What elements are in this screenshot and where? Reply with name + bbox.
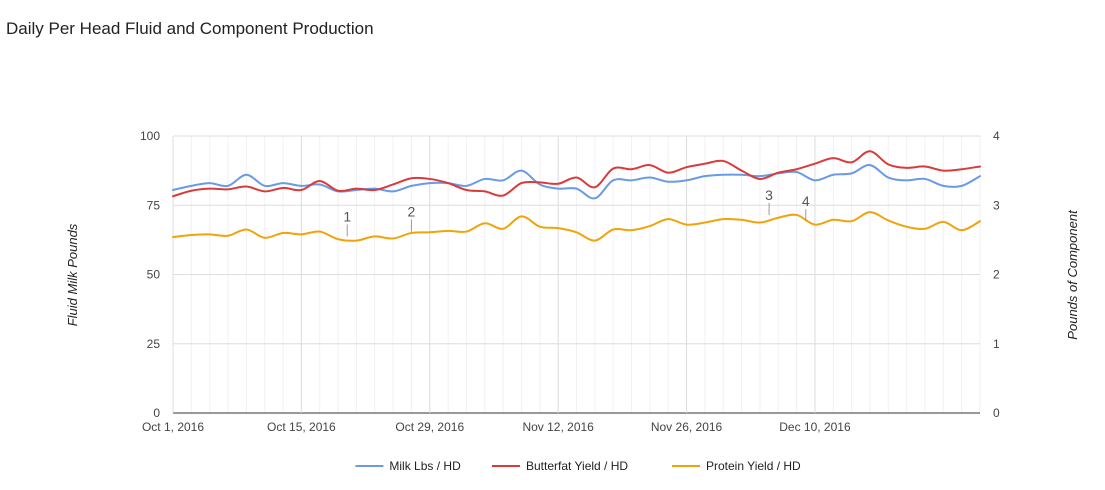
x-tick-label: Oct 15, 2016: [267, 420, 336, 434]
annotation-label: 1: [343, 208, 351, 224]
right-axis-title: Pounds of Component: [1065, 209, 1080, 340]
right-tick-label: 0: [993, 406, 1000, 420]
annotations: 1 2 3 4: [343, 187, 810, 237]
x-tick-label: Oct 1, 2016: [142, 420, 204, 434]
chart-title: Daily Per Head Fluid and Component Produ…: [6, 19, 374, 38]
legend-label: Butterfat Yield / HD: [526, 459, 628, 473]
annotation-label: 3: [765, 187, 773, 203]
left-tick-label: 50: [147, 268, 161, 282]
right-axis-ticks: 0 1 2 3 4: [993, 129, 1000, 420]
legend-item-butterfat-yield-hd[interactable]: Butterfat Yield / HD: [492, 459, 628, 473]
left-axis-title: Fluid Milk Pounds: [65, 223, 80, 326]
legend-item-milk-lbs-hd[interactable]: Milk Lbs / HD: [355, 459, 461, 473]
legend-label: Milk Lbs / HD: [389, 459, 461, 473]
left-tick-label: 25: [147, 337, 161, 351]
legend: Milk Lbs / HD Butterfat Yield / HD Protein…: [355, 459, 801, 473]
series-line-butterfat-yield-hd: [172, 150, 981, 198]
left-axis-ticks: 0 25 50 75 100: [140, 129, 160, 420]
series-line-protein-yield-hd: [172, 211, 981, 242]
left-tick-label: 75: [147, 198, 161, 212]
left-tick-label: 100: [140, 129, 160, 143]
x-tick-label: Nov 26, 2016: [651, 420, 723, 434]
series-line-milk-lbs-hd: [172, 164, 981, 200]
major-gridlines: [172, 135, 980, 414]
left-tick-label: 0: [153, 406, 160, 420]
right-tick-label: 2: [993, 268, 1000, 282]
x-tick-label: Oct 29, 2016: [395, 420, 464, 434]
series-lines: [172, 150, 981, 242]
legend-item-protein-yield-hd[interactable]: Protein Yield / HD: [672, 459, 801, 473]
x-tick-label: Dec 10, 2016: [779, 420, 851, 434]
legend-label: Protein Yield / HD: [706, 459, 801, 473]
right-tick-label: 3: [993, 198, 1000, 212]
x-axis-ticks: Oct 1, 2016 Oct 15, 2016 Oct 29, 2016 Nov 1…: [142, 420, 851, 434]
annotation-label: 4: [802, 193, 810, 209]
right-tick-label: 1: [993, 337, 1000, 351]
annotation-label: 2: [408, 204, 416, 220]
x-tick-label: Nov 12, 2016: [522, 420, 594, 434]
right-tick-label: 4: [993, 129, 1000, 143]
